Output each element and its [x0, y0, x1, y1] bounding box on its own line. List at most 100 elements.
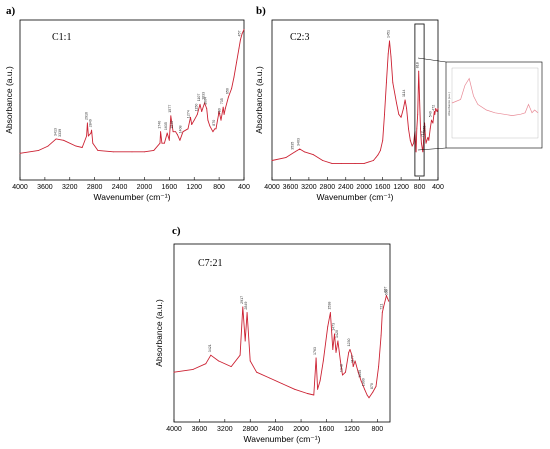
spectrum-point — [368, 161, 370, 163]
spectrum-a — [19, 28, 245, 154]
x-tick-label: 3200 — [301, 184, 317, 191]
spectrum-line — [271, 40, 439, 164]
peak-label: 1577 — [168, 105, 172, 113]
spectrum-point — [240, 39, 241, 40]
spectrum-point — [348, 351, 350, 353]
spectrum-point — [331, 162, 333, 164]
x-tick-label: 2800 — [87, 184, 103, 191]
spectrum-point — [241, 33, 243, 35]
x-tick-label: 3200 — [62, 184, 78, 191]
peak-label: 1033 — [202, 92, 206, 100]
x-tick-label: 3200 — [217, 426, 233, 433]
spectrum-point — [360, 380, 362, 382]
spectrum-point — [159, 142, 161, 144]
spectrum-point — [243, 28, 245, 30]
peak-label: 1540 — [170, 121, 174, 129]
x-tick-label: 1600 — [319, 426, 335, 433]
peak-label: 721 — [379, 304, 383, 310]
spectrum-point — [392, 82, 394, 84]
spectrum-point — [215, 128, 217, 130]
spectrum-point — [47, 145, 49, 147]
spectrum-point — [313, 154, 314, 156]
spectrum-point — [402, 108, 404, 110]
peak-label: 735 — [220, 98, 224, 104]
peak-label: 1473 — [332, 323, 336, 331]
x-axis-title-b: Wavenumber (cm⁻¹) — [317, 192, 394, 202]
x-ticks-a: 4000 3600 3200 2800 2400 2000 1600 1200 800 400 — [12, 177, 250, 191]
spectrum-line — [19, 29, 245, 154]
spectrum-point — [408, 128, 409, 130]
spectrum-point — [192, 368, 194, 370]
spectrum-point — [404, 99, 406, 101]
spectrum-point — [375, 157, 377, 159]
sample-label-b: C2:3 — [290, 32, 309, 43]
spectrum-point — [426, 139, 428, 141]
x-tick-label: 1200 — [393, 184, 409, 191]
peak-label: 1451 — [387, 30, 391, 38]
spectrum-point — [256, 371, 258, 373]
x-tick-label: 800 — [414, 184, 426, 191]
peak-label: 1107 — [197, 94, 201, 102]
spectrum-point — [294, 388, 296, 390]
spectrum-point — [230, 366, 232, 368]
x-tick-label: 2400 — [112, 184, 128, 191]
x-tick-label: 1200 — [344, 426, 360, 433]
peak-label: 1408 — [178, 126, 182, 134]
peak-label: 870 — [370, 383, 374, 389]
spectrum-point — [375, 385, 377, 387]
spectrum-point — [214, 128, 216, 130]
spectrum-point — [87, 135, 89, 137]
x-tick-label: 3600 — [192, 426, 208, 433]
spectrum-point — [244, 340, 246, 342]
spectrum-point — [398, 113, 400, 115]
spectrum-point — [249, 360, 251, 362]
spectrum-point — [246, 312, 248, 314]
spectrum-point — [379, 149, 381, 151]
peak-label: 1635 — [164, 122, 168, 130]
x-tick-label: 400 — [432, 184, 444, 191]
spectrum-point — [220, 119, 222, 121]
spectrum-point — [378, 366, 380, 368]
spectrum-point — [175, 131, 177, 133]
x-tick-label: 2000 — [293, 426, 309, 433]
x-tick-label: 2000 — [356, 184, 372, 191]
spectrum-point — [406, 108, 408, 110]
spectrum-point — [432, 122, 434, 124]
spectrum-point — [91, 129, 93, 131]
peak-label: 1150 — [194, 104, 198, 112]
spectrum-point — [327, 326, 329, 328]
spectrum-point — [236, 62, 237, 64]
spectrum-point — [417, 113, 419, 115]
spectrum-point — [112, 151, 114, 153]
spectrum-point — [212, 131, 214, 133]
inset-y-axis-title: Absorbance (a.u.) — [447, 92, 451, 116]
spectrum-point — [329, 312, 331, 314]
spectrum-point — [339, 360, 341, 362]
spectrum-point — [206, 108, 208, 110]
spectrum-point — [190, 116, 191, 118]
peak-label: 1763 — [313, 347, 317, 355]
peak-label: 712 — [421, 131, 425, 137]
zoom-connector-top — [417, 57, 447, 63]
peak-label: 1230 — [347, 339, 351, 347]
spectrum-point — [166, 132, 168, 134]
x-tick-label: 2800 — [320, 184, 336, 191]
spectrum-point — [377, 154, 379, 156]
spectrum-point — [415, 151, 417, 153]
peak-label: 1114 — [402, 90, 406, 97]
spectrum-point — [170, 115, 172, 117]
panel-a: a) C1:1 Absorbance (a.u.) Wavenumber (cm… — [4, 5, 250, 202]
spectrum-point — [306, 393, 308, 394]
spectrum-point — [433, 111, 435, 112]
spectrum-point — [299, 148, 301, 150]
spectrum-point — [218, 111, 220, 112]
x-tick-label: 2000 — [137, 184, 153, 191]
spectrum-point — [322, 160, 324, 161]
spectrum-point — [372, 160, 374, 161]
peak-label: 540 — [429, 111, 433, 117]
spectrum-point — [92, 142, 94, 144]
spectrum-point — [322, 360, 324, 362]
spectrum-point — [317, 388, 319, 390]
